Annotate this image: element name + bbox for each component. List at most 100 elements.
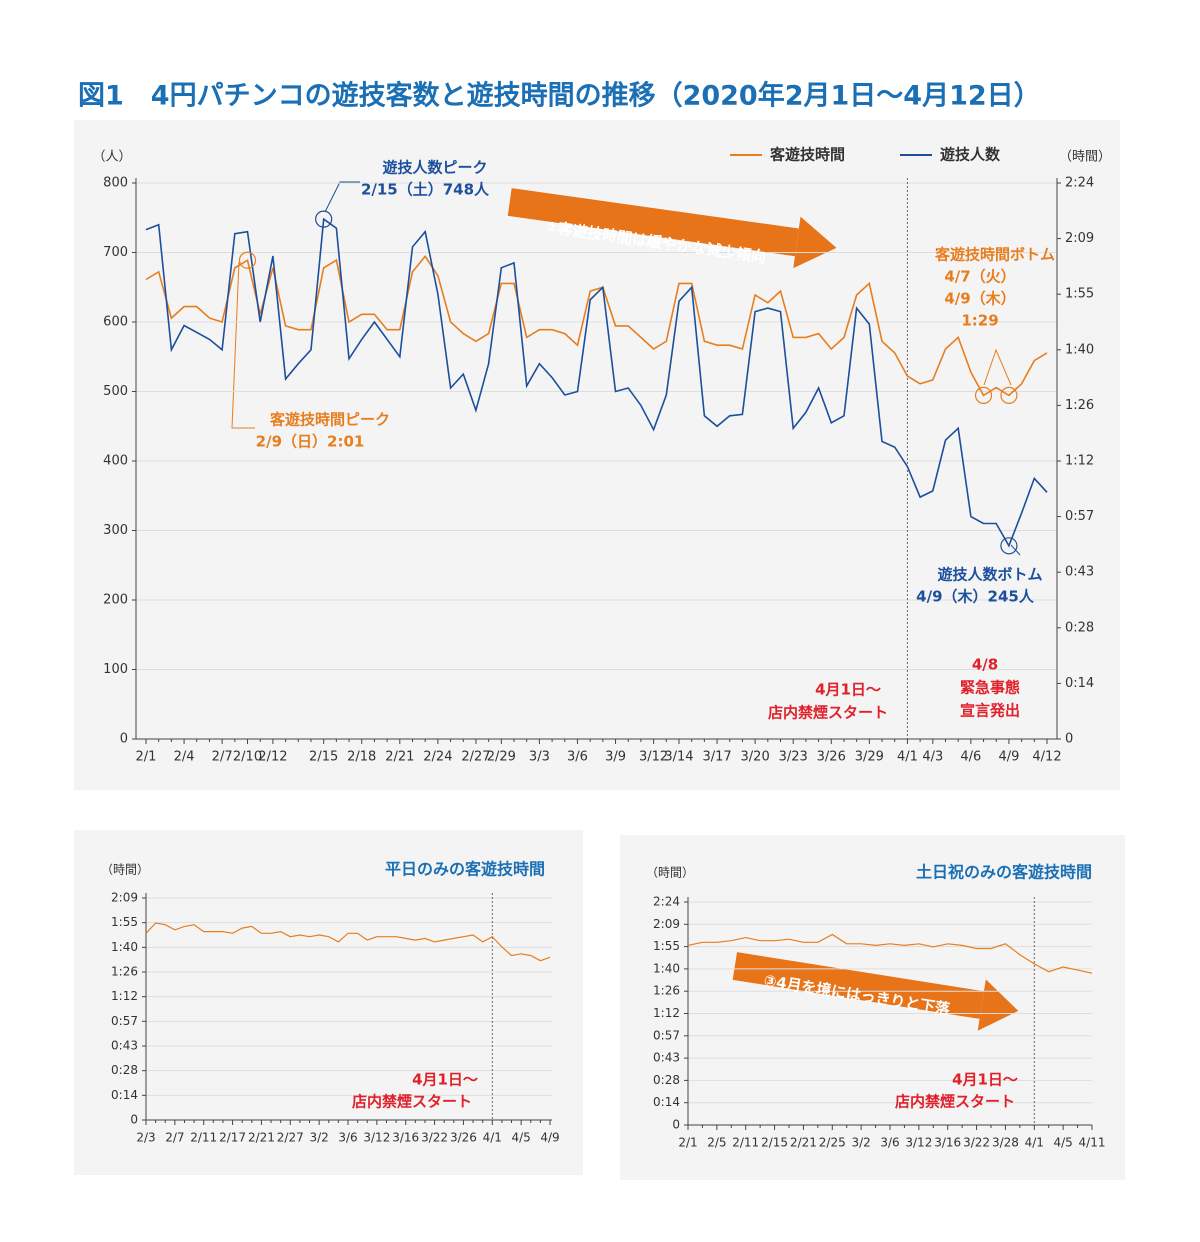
y-tick-label: 1:12 [653,1006,680,1020]
x-tick-label: 4/5 [511,1131,530,1145]
x-tick-label: 3/26 [817,750,846,765]
main-panel [74,120,1120,790]
annotation: 4月1日～ [815,681,881,699]
x-tick-label: 3/23 [779,750,808,765]
x-tick-label: 4/5 [1053,1136,1072,1150]
series-line [145,217,1048,548]
x-tick-label: 2/11 [732,1136,759,1150]
y-tick-label: 1:26 [111,965,138,979]
y-axis-unit: （人） [92,150,131,165]
annotation: 遊技人数ボトム [937,566,1042,584]
weekday-panel [74,830,583,1175]
annotation: 4/8 [972,656,998,674]
x-tick-label: 2/1 [678,1136,697,1150]
y-tick-label: 100 [103,662,128,677]
x-tick-label: 2/27 [461,750,490,765]
x-tick-label: 2/29 [487,750,516,765]
x-tick-label: 3/29 [855,750,884,765]
x-tick-label: 2/25 [819,1136,846,1150]
annotation: 4/9（木） [944,290,1015,308]
x-tick-label: 3/16 [934,1136,961,1150]
x-tick-label: 3/22 [963,1136,990,1150]
y-tick-label: 300 [103,523,128,538]
y-tick-label: 1:55 [111,915,138,929]
y-tick-label: 500 [103,384,128,399]
y-tick-label: 600 [103,315,128,330]
x-tick-label: 2/5 [707,1136,726,1150]
highlight-ring [974,386,993,404]
y2-tick-label: 1:55 [1065,287,1094,302]
y-tick-label: 1:26 [653,984,680,998]
y2-tick-label: 2:24 [1065,176,1094,191]
y-tick-label: 0:43 [653,1051,680,1065]
annotation: 店内禁煙スタート [768,704,888,722]
x-tick-label: 3/3 [529,750,550,765]
legend-label: 客遊技時間 [769,146,845,164]
x-tick-label: 4/1 [483,1131,502,1145]
annotation: 店内禁煙スタート [352,1093,472,1111]
x-tick-label: 2/21 [790,1136,817,1150]
y-tick-label: 0:43 [111,1039,138,1053]
y-axis-unit: （時間） [101,863,149,877]
y-tick-label: 0:14 [111,1088,138,1102]
x-tick-label: 3/26 [450,1131,477,1145]
x-tick-label: 4/11 [1079,1136,1106,1150]
y-axis-unit: （時間） [646,866,694,880]
x-tick-label: 3/22 [421,1131,448,1145]
y-tick-label: 400 [103,454,128,469]
y-tick-label: 700 [103,245,128,260]
highlight-ring [1000,386,1018,404]
y-tick-label: 2:09 [111,891,138,905]
x-tick-label: 4/12 [1032,750,1061,765]
y2-tick-label: 1:26 [1065,398,1094,413]
chart-title: 平日のみの客遊技時間 [385,860,545,879]
y2-tick-label: 0 [1065,732,1073,747]
annotation: 4月1日～ [412,1071,478,1089]
x-tick-label: 2/18 [347,750,376,765]
x-tick-label: 3/12 [363,1131,390,1145]
x-tick-label: 2/27 [277,1131,304,1145]
y-tick-label: 0:57 [653,1028,680,1042]
x-tick-label: 2/21 [385,750,414,765]
y2-axis-unit: （時間） [1059,150,1111,165]
x-tick-label: 2/12 [258,750,287,765]
x-tick-label: 4/9 [540,1131,559,1145]
x-tick-label: 2/7 [212,750,233,765]
x-tick-label: 3/6 [567,750,588,765]
legend-label: 遊技人数 [940,146,1001,164]
x-tick-label: 2/11 [190,1131,217,1145]
weekend-panel [620,835,1125,1180]
annotation: 宣言発出 [960,702,1020,720]
y-tick-label: 0 [672,1118,680,1132]
x-tick-label: 2/7 [165,1131,184,1145]
y2-tick-label: 2:09 [1065,231,1094,246]
annotation: 4/7（火） [944,268,1015,286]
annotation: 4/9（木）245人 [916,588,1035,606]
x-tick-label: 2/21 [248,1131,275,1145]
y-tick-label: 0:28 [111,1063,138,1077]
x-tick-label: 4/6 [960,750,981,765]
x-tick-label: 3/14 [664,750,693,765]
x-tick-label: 3/2 [309,1131,328,1145]
y2-tick-label: 0:28 [1065,620,1094,635]
annotation: 店内禁煙スタート [895,1093,1015,1111]
x-tick-label: 2/4 [174,750,195,765]
highlight-ring [238,251,257,269]
y-tick-label: 1:12 [111,989,138,1003]
x-tick-label: 3/2 [851,1136,870,1150]
chart-title: 土日祝のみの客遊技時間 [916,863,1092,882]
x-tick-label: 2/3 [136,1131,155,1145]
x-tick-label: 2/15 [761,1136,788,1150]
x-tick-label: 3/16 [392,1131,419,1145]
x-tick-label: 4/1 [897,750,918,765]
highlight-ring [1000,537,1018,555]
annotation: 2/15（土）748人 [361,181,490,199]
trend-arrow [507,188,837,269]
y-tick-label: 0:28 [653,1073,680,1087]
x-tick-label: 3/12 [639,750,668,765]
x-tick-label: 3/28 [992,1136,1019,1150]
y-tick-label: 0:57 [111,1014,138,1028]
y2-tick-label: 1:40 [1065,342,1094,357]
series-line [145,922,551,962]
annotation: 4月1日～ [952,1071,1018,1089]
